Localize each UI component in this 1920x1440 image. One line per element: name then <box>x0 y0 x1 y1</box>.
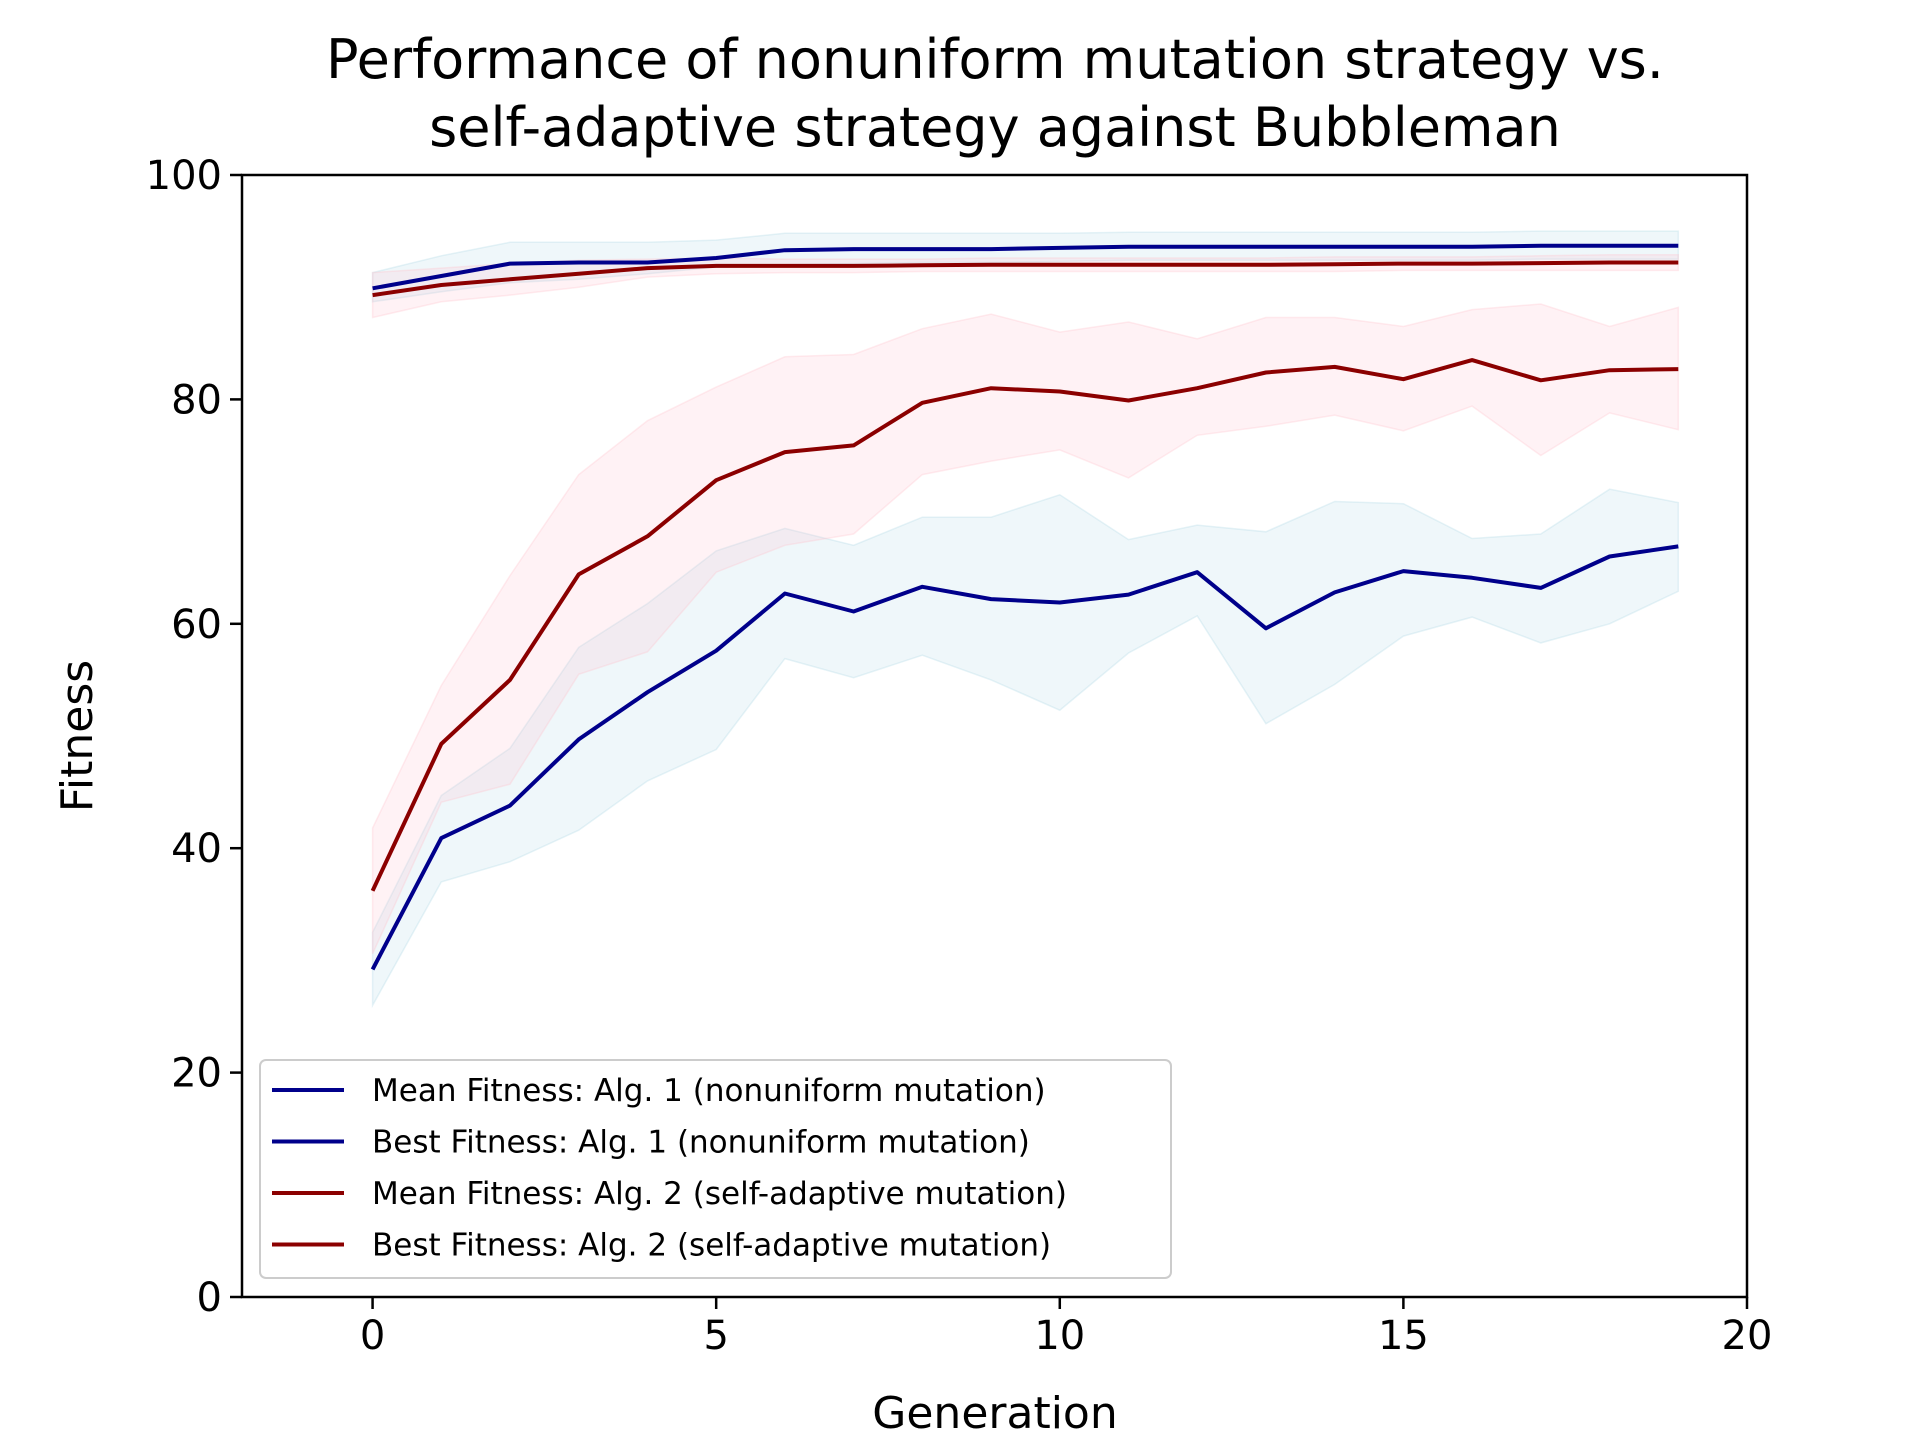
legend-label-best-fitness-alg-1-nonuniform-mutation: Best Fitness: Alg. 1 (nonuniform mutatio… <box>372 1125 1030 1161</box>
x-tick-label-5: 5 <box>703 1313 728 1359</box>
x-axis-ticks: 0 5 10 15 20 <box>360 1297 1773 1359</box>
y-axis-ticks: 0 20 40 60 80 100 <box>146 153 242 1321</box>
y-axis-label: Fitness <box>52 660 103 812</box>
x-tick-label-15: 15 <box>1378 1313 1429 1359</box>
series-lines <box>370 243 1679 971</box>
x-tick-label-20: 20 <box>1722 1313 1773 1359</box>
x-tick-label-10: 10 <box>1034 1313 1085 1359</box>
y-tick-label-20: 20 <box>171 1051 222 1097</box>
line-best-fitness-alg-2-self-adaptive-mutation <box>372 260 1679 298</box>
line-best-fitness-alg-1-nonuniform-mutation <box>372 243 1679 291</box>
band-mean-fitness-alg-1-nonuniform-mutation <box>371 488 1680 1009</box>
legend-label-mean-fitness-alg-1-nonuniform-mutation: Mean Fitness: Alg. 1 (nonuniform mutatio… <box>372 1073 1046 1109</box>
line-mean-fitness-alg-2-self-adaptive-mutation <box>370 358 1679 892</box>
legend-label-best-fitness-alg-2-self-adaptive-mutation: Best Fitness: Alg. 2 (self-adaptive muta… <box>372 1228 1051 1264</box>
legend: Mean Fitness: Alg. 1 (nonuniform mutatio… <box>259 1059 1172 1279</box>
plot-frame <box>240 173 1749 1299</box>
legend-frame <box>259 1059 1172 1279</box>
y-tick-label-80: 80 <box>171 377 222 423</box>
x-axis-label: Generation <box>872 1388 1117 1439</box>
chart-title-line-1: Performance of nonuniform mutation strat… <box>326 28 1664 91</box>
y-tick-label-100: 100 <box>146 153 222 199</box>
band-mean-fitness-alg-2-self-adaptive-mutation <box>371 303 1680 955</box>
chart-title-line-2: self-adaptive strategy against Bubbleman <box>429 96 1561 159</box>
confidence-bands <box>371 230 1680 1009</box>
legend-label-mean-fitness-alg-2-self-adaptive-mutation: Mean Fitness: Alg. 2 (self-adaptive muta… <box>372 1176 1067 1212</box>
y-tick-label-60: 60 <box>171 602 222 648</box>
line-mean-fitness-alg-1-nonuniform-mutation <box>370 544 1679 971</box>
y-tick-label-0: 0 <box>197 1275 222 1321</box>
y-tick-label-40: 40 <box>171 826 222 872</box>
band-best-fitness-alg-2-self-adaptive-mutation <box>371 253 1680 319</box>
x-tick-label-0: 0 <box>360 1313 385 1359</box>
